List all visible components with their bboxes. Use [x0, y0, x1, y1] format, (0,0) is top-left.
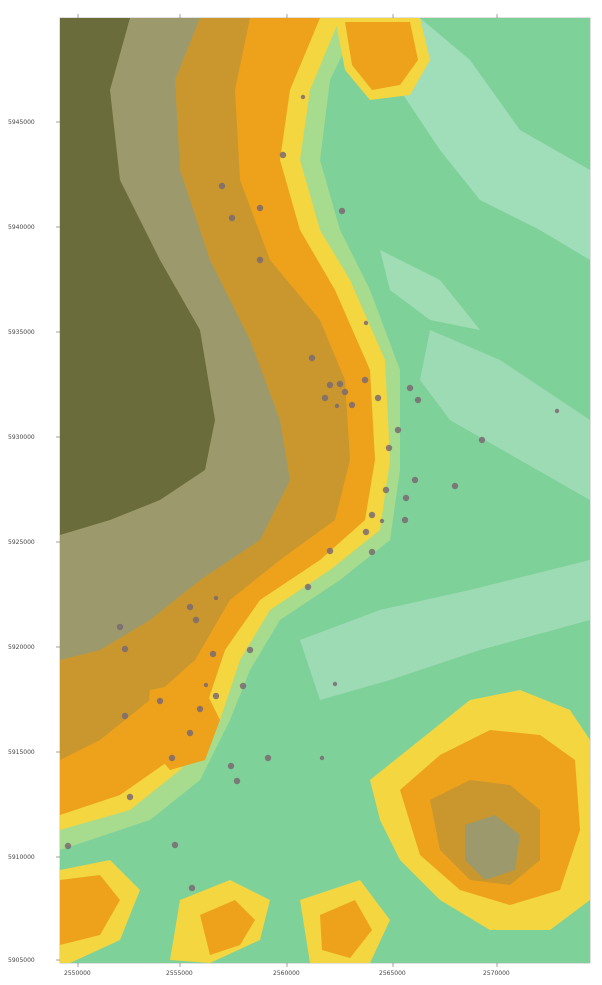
y-tick-label: 5915000 — [8, 749, 35, 756]
site-marker — [401, 516, 409, 524]
site-marker — [451, 482, 459, 490]
site-marker — [186, 729, 194, 737]
y-tick-label: 5930000 — [8, 434, 35, 441]
y-tick-label: 5925000 — [8, 539, 35, 546]
site-marker — [478, 436, 486, 444]
site-marker — [171, 841, 179, 849]
site-marker — [121, 645, 129, 653]
y-tick-label: 5910000 — [8, 854, 35, 861]
site-marker — [414, 396, 422, 404]
site-marker — [406, 384, 414, 392]
site-marker — [227, 762, 235, 770]
pale-green-band — [380, 250, 480, 330]
y-tick-label: 5905000 — [8, 957, 35, 964]
site-marker — [348, 401, 356, 409]
site-marker — [279, 151, 287, 159]
site-marker — [203, 682, 209, 688]
site-marker — [321, 394, 329, 402]
site-marker — [332, 681, 338, 687]
terrain-layers — [60, 18, 590, 963]
x-tick-label: 2570000 — [483, 970, 510, 977]
site-marker — [126, 793, 134, 801]
x-tick-label: 2550000 — [64, 970, 91, 977]
se-mountain-peak — [465, 815, 520, 880]
site-marker — [368, 511, 376, 519]
site-marker — [341, 388, 349, 396]
y-tick-label: 5935000 — [8, 329, 35, 336]
site-marker — [394, 426, 402, 434]
site-marker — [213, 595, 219, 601]
site-marker — [334, 403, 340, 409]
site-marker — [362, 528, 370, 536]
y-tick-label: 5920000 — [8, 644, 35, 651]
site-marker — [228, 214, 236, 222]
site-marker — [168, 754, 176, 762]
pale-green-band — [400, 18, 590, 260]
site-marker — [116, 623, 124, 631]
x-tick-label: 2565000 — [379, 970, 406, 977]
site-marker — [246, 646, 254, 654]
site-marker — [233, 777, 241, 785]
x-axis: 2550000 2555000 2560000 2565000 2570000 — [64, 14, 510, 977]
y-axis: 5945000 5940000 5935000 5930000 5925000 59200… — [8, 119, 60, 964]
site-marker — [300, 94, 306, 100]
site-marker — [402, 494, 410, 502]
site-marker — [361, 376, 369, 384]
site-marker — [308, 354, 316, 362]
site-marker — [326, 381, 334, 389]
y-tick-label: 5940000 — [8, 224, 35, 231]
pale-green-band — [300, 560, 590, 700]
site-marker — [304, 583, 312, 591]
site-marker — [336, 380, 344, 388]
site-marker — [379, 518, 385, 524]
site-marker — [239, 682, 247, 690]
site-marker — [326, 547, 334, 555]
site-marker — [554, 408, 560, 414]
site-marker — [363, 320, 369, 326]
site-marker — [338, 207, 346, 215]
site-marker — [374, 394, 382, 402]
site-marker — [411, 476, 419, 484]
site-marker — [256, 256, 264, 264]
y-tick-label: 5945000 — [8, 119, 35, 126]
high-olive-upland — [60, 18, 215, 535]
site-marker — [196, 705, 204, 713]
site-marker — [319, 755, 325, 761]
ne-orange-hill — [345, 22, 418, 90]
site-marker — [385, 444, 393, 452]
site-marker — [368, 548, 376, 556]
westmid-orange-hill — [145, 680, 220, 770]
site-marker — [156, 697, 164, 705]
pale-green-band — [420, 330, 590, 500]
x-tick-label: 2560000 — [273, 970, 300, 977]
south-orange-patch — [200, 900, 255, 955]
site-marker — [256, 204, 264, 212]
site-marker — [192, 616, 200, 624]
site-marker — [209, 650, 217, 658]
south-orange-patch — [60, 875, 120, 945]
site-marker — [218, 182, 226, 190]
site-marker — [64, 842, 72, 850]
site-marker — [186, 603, 194, 611]
south-orange-patch — [320, 900, 372, 958]
site-marker — [382, 486, 390, 494]
archaeological-sites — [64, 94, 560, 892]
site-marker — [121, 712, 129, 720]
x-tick-label: 2555000 — [166, 970, 193, 977]
site-marker — [212, 692, 220, 700]
site-marker — [188, 884, 196, 892]
site-marker — [264, 754, 272, 762]
